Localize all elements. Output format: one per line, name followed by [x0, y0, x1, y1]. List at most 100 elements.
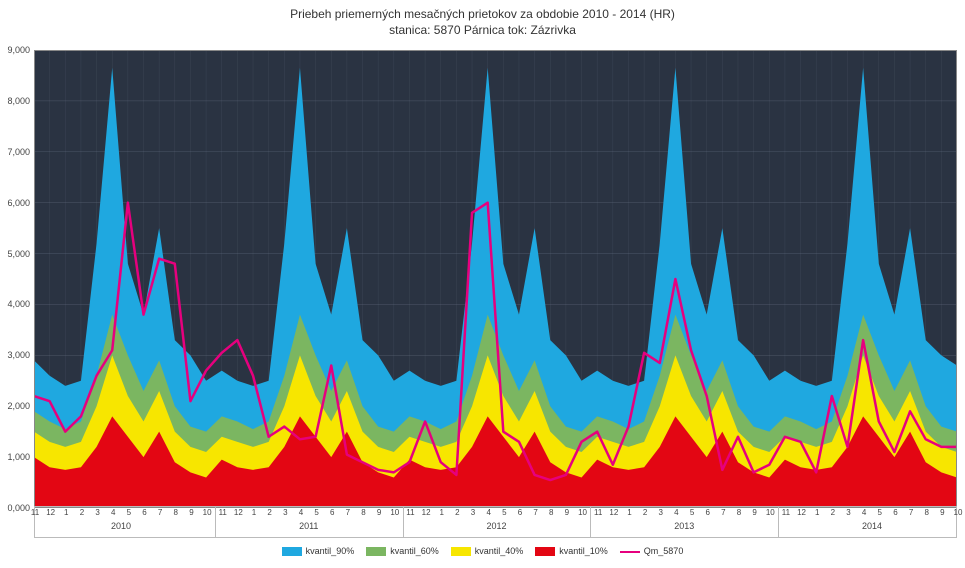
x-year-separator — [778, 507, 779, 537]
x-tick-month: 2 — [267, 508, 271, 517]
x-tick-month: 9 — [752, 508, 756, 517]
x-year-separator — [590, 507, 591, 537]
chart-title: Priebeh priemerných mesačných prietokov … — [0, 0, 965, 38]
x-tick-month: 10 — [390, 508, 399, 517]
chart-title-line2: stanica: 5870 Párnica tok: Zázrivka — [0, 22, 965, 38]
x-tick-month: 10 — [954, 508, 963, 517]
x-tick-month: 12 — [46, 508, 55, 517]
x-axis-band: 1112123456789101112123456789101112123456… — [34, 506, 957, 538]
x-tick-month: 2 — [455, 508, 459, 517]
x-tick-month: 7 — [158, 508, 162, 517]
legend-swatch — [451, 547, 471, 556]
x-tick-month: 6 — [705, 508, 709, 517]
y-tick-label: 2,000 — [0, 401, 30, 411]
x-tick-month: 5 — [878, 508, 882, 517]
x-tick-month: 11 — [31, 508, 39, 517]
x-tick-month: 8 — [174, 508, 178, 517]
plot-svg — [34, 50, 957, 508]
x-tick-month: 8 — [737, 508, 741, 517]
x-tick-month: 3 — [659, 508, 663, 517]
x-tick-month: 6 — [142, 508, 146, 517]
legend-label: kvantil_60% — [390, 546, 439, 556]
x-tick-month: 12 — [609, 508, 618, 517]
x-tick-month: 8 — [924, 508, 928, 517]
x-tick-month: 3 — [95, 508, 99, 517]
x-tick-year: 2010 — [111, 521, 131, 531]
x-tick-month: 3 — [471, 508, 475, 517]
x-tick-month: 6 — [893, 508, 897, 517]
x-tick-month: 8 — [361, 508, 365, 517]
x-tick-month: 1 — [252, 508, 256, 517]
x-tick-month: 5 — [690, 508, 694, 517]
legend-label: kvantil_10% — [559, 546, 608, 556]
x-tick-month: 5 — [127, 508, 131, 517]
x-tick-month: 11 — [594, 508, 602, 517]
x-tick-month: 8 — [549, 508, 553, 517]
x-tick-month: 1 — [440, 508, 444, 517]
x-tick-month: 10 — [203, 508, 212, 517]
x-tick-month: 1 — [815, 508, 819, 517]
x-tick-month: 4 — [111, 508, 115, 517]
legend-swatch — [535, 547, 555, 556]
x-tick-month: 12 — [797, 508, 806, 517]
x-tick-month: 4 — [486, 508, 490, 517]
legend-item-Qm_5870: Qm_5870 — [620, 546, 684, 556]
x-tick-month: 12 — [422, 508, 431, 517]
y-tick-label: 4,000 — [0, 299, 30, 309]
legend-label: kvantil_40% — [475, 546, 524, 556]
legend-swatch — [620, 551, 640, 553]
legend-swatch — [366, 547, 386, 556]
legend-item-kvantil_10: kvantil_10% — [535, 546, 608, 556]
x-tick-month: 11 — [406, 508, 414, 517]
x-tick-month: 7 — [346, 508, 350, 517]
y-tick-label: 3,000 — [0, 350, 30, 360]
legend-item-kvantil_60: kvantil_60% — [366, 546, 439, 556]
y-tick-label: 6,000 — [0, 198, 30, 208]
x-tick-month: 7 — [909, 508, 913, 517]
y-tick-label: 7,000 — [0, 147, 30, 157]
x-tick-month: 6 — [518, 508, 522, 517]
x-tick-year: 2014 — [862, 521, 882, 531]
x-year-separator — [403, 507, 404, 537]
x-tick-month: 9 — [565, 508, 569, 517]
x-tick-year: 2012 — [486, 521, 506, 531]
plot-area — [34, 50, 957, 508]
legend-item-kvantil_40: kvantil_40% — [451, 546, 524, 556]
x-tick-month: 11 — [782, 508, 790, 517]
x-tick-year: 2013 — [674, 521, 694, 531]
x-tick-month: 5 — [502, 508, 506, 517]
legend-swatch — [282, 547, 302, 556]
x-tick-month: 2 — [831, 508, 835, 517]
x-tick-month: 7 — [721, 508, 725, 517]
chart-title-line1: Priebeh priemerných mesačných prietokov … — [290, 7, 675, 21]
y-tick-label: 5,000 — [0, 249, 30, 259]
legend-label: Qm_5870 — [644, 546, 684, 556]
x-tick-month: 9 — [377, 508, 381, 517]
x-tick-month: 10 — [766, 508, 775, 517]
x-tick-month: 3 — [283, 508, 287, 517]
x-tick-month: 7 — [533, 508, 537, 517]
x-tick-month: 10 — [578, 508, 587, 517]
y-tick-label: 0,000 — [0, 503, 30, 513]
x-tick-month: 4 — [674, 508, 678, 517]
x-tick-month: 12 — [234, 508, 243, 517]
chart-container: { "title": { "line1": "Priebeh priemerný… — [0, 0, 965, 568]
x-tick-month: 1 — [64, 508, 68, 517]
x-tick-month: 2 — [80, 508, 84, 517]
y-tick-label: 9,000 — [0, 45, 30, 55]
legend: kvantil_90% kvantil_60% kvantil_40% kvantil… — [0, 546, 965, 562]
x-tick-month: 1 — [627, 508, 631, 517]
x-year-separator — [215, 507, 216, 537]
y-tick-label: 1,000 — [0, 452, 30, 462]
x-tick-month: 4 — [862, 508, 866, 517]
x-tick-year: 2011 — [299, 521, 318, 531]
y-tick-label: 8,000 — [0, 96, 30, 106]
legend-label: kvantil_90% — [306, 546, 355, 556]
x-tick-month: 9 — [189, 508, 193, 517]
x-tick-month: 4 — [299, 508, 303, 517]
x-tick-month: 11 — [219, 508, 227, 517]
x-tick-month: 6 — [330, 508, 334, 517]
legend-item-kvantil_90: kvantil_90% — [282, 546, 355, 556]
x-tick-month: 9 — [940, 508, 944, 517]
x-tick-month: 5 — [314, 508, 318, 517]
